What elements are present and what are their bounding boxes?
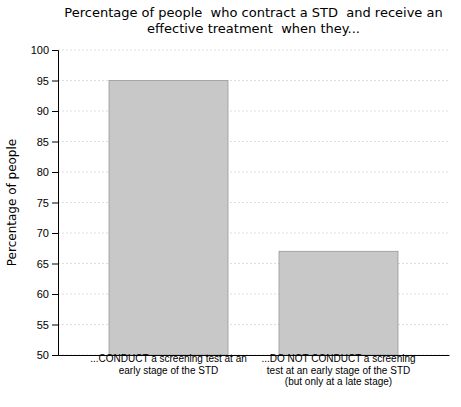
y-tick-label: 85 bbox=[37, 136, 49, 148]
y-tick: 90 bbox=[37, 105, 58, 117]
y-tick: 50 bbox=[37, 349, 58, 361]
y-axis-line bbox=[52, 51, 59, 356]
y-tick-mark bbox=[52, 325, 58, 326]
y-tick: 70 bbox=[37, 227, 58, 239]
y-tick-label: 50 bbox=[37, 349, 49, 361]
y-tick: 55 bbox=[37, 319, 58, 331]
x-tick: ...DO NOT CONDUCT a screeningtest at an … bbox=[261, 353, 415, 387]
x-tick-label: ...CONDUCT a screening test at anearly s… bbox=[90, 353, 247, 376]
y-axis-title: Percentage of people bbox=[5, 139, 19, 266]
y-tick-label: 65 bbox=[37, 258, 49, 270]
plot: 50 55 60 65 70 75 80 85 90 95 100 ...CONDUCT a scre… bbox=[5, 44, 450, 387]
title: Percentage of people who contract a STD … bbox=[64, 5, 442, 36]
grid bbox=[58, 50, 449, 355]
y-tick-mark bbox=[52, 172, 58, 173]
y-tick-mark bbox=[52, 81, 58, 82]
y-tick-label: 75 bbox=[37, 197, 49, 209]
y-tick: 65 bbox=[37, 258, 58, 270]
y-tick-mark bbox=[52, 50, 58, 51]
y-tick-label: 60 bbox=[37, 288, 49, 300]
y-tick-mark bbox=[52, 203, 58, 204]
y-tick-mark bbox=[52, 111, 58, 112]
bar bbox=[109, 81, 228, 356]
y-tick: 85 bbox=[37, 136, 58, 148]
y-tick: 95 bbox=[37, 75, 58, 87]
x-tick-label: ...DO NOT CONDUCT a screeningtest at an … bbox=[261, 353, 415, 387]
y-tick-mark bbox=[52, 264, 58, 265]
y-tick-label: 100 bbox=[31, 44, 49, 56]
y-tick-label: 95 bbox=[37, 75, 49, 87]
y-tick-label: 80 bbox=[37, 166, 49, 178]
y-tick: 80 bbox=[37, 166, 58, 178]
bars bbox=[109, 81, 398, 356]
y-tick-label: 55 bbox=[37, 319, 49, 331]
y-tick: 75 bbox=[37, 197, 58, 209]
x-axis: ...CONDUCT a screening test at anearly s… bbox=[59, 353, 450, 387]
y-axis: 50 55 60 65 70 75 80 85 90 95 100 bbox=[31, 44, 59, 361]
x-tick: ...CONDUCT a screening test at anearly s… bbox=[90, 353, 247, 376]
y-tick-mark bbox=[52, 233, 58, 234]
bar bbox=[279, 251, 398, 355]
y-tick-label: 90 bbox=[37, 105, 49, 117]
y-tick-label: 70 bbox=[37, 227, 49, 239]
y-tick: 60 bbox=[37, 288, 58, 300]
chart: Percentage of people who contract a STD … bbox=[0, 0, 461, 407]
grid-line bbox=[58, 50, 449, 51]
y-tick-mark bbox=[52, 355, 58, 356]
y-tick-mark bbox=[52, 142, 58, 143]
y-tick-mark bbox=[52, 294, 58, 295]
y-tick: 100 bbox=[31, 44, 58, 56]
